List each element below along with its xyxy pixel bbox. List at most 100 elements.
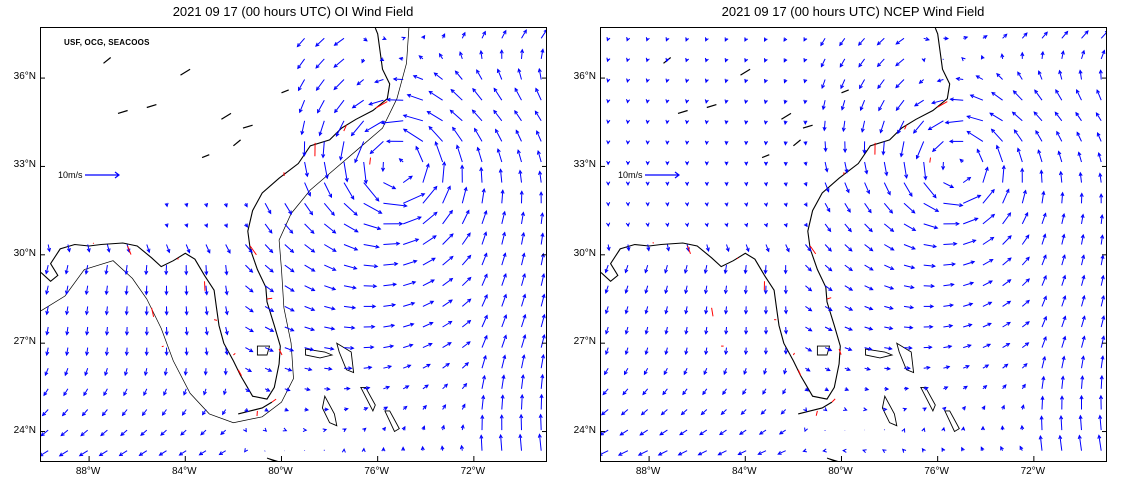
wind-vector: [685, 326, 688, 334]
wind-vector: [205, 285, 208, 295]
wind-vector-head: [804, 427, 808, 433]
wind-vector-head: [1098, 414, 1103, 420]
wind-vector-head: [783, 309, 788, 315]
wind-vector-head: [884, 386, 890, 391]
wind-vector: [1017, 71, 1023, 80]
wind-vector: [914, 99, 924, 107]
wind-vector: [982, 259, 993, 266]
wind-vector: [1100, 50, 1105, 60]
wind-vector: [481, 335, 488, 348]
wind-vector-head: [392, 282, 398, 287]
wind-vector-head: [354, 158, 359, 164]
wind-vector: [1041, 356, 1046, 369]
wind-vector-head: [1098, 394, 1104, 400]
wind-vector: [184, 368, 187, 375]
wind-vector: [383, 263, 398, 266]
island-outline: [336, 342, 355, 374]
wind-vector-head: [828, 307, 833, 312]
wind-vector: [333, 79, 345, 90]
wind-vector-head: [403, 405, 408, 410]
wind-vector-head: [904, 386, 910, 391]
wind-vector-head: [806, 367, 811, 372]
wind-vector-head: [606, 78, 611, 83]
wind-vector: [343, 285, 356, 289]
wind-vector-head: [989, 236, 995, 241]
island-outline: [360, 386, 376, 412]
wind-vector-head: [645, 37, 650, 42]
wind-vector: [1021, 234, 1030, 245]
wind-vector-head: [401, 36, 407, 41]
wind-vector: [403, 128, 424, 142]
wind-vector: [87, 244, 90, 252]
wind-vector: [304, 264, 315, 272]
wind-vector: [185, 244, 190, 253]
wind-vector-head: [344, 407, 349, 412]
wind-vector-head: [540, 373, 545, 379]
wind-vector: [884, 244, 894, 251]
wind-vector: [685, 306, 688, 314]
wind-vector: [1054, 111, 1063, 122]
wind-vector: [864, 285, 873, 291]
station-wind-vector: [92, 242, 95, 244]
wind-vector-head: [987, 322, 992, 327]
wind-vector-head: [683, 269, 688, 274]
wind-vector-head: [703, 269, 708, 275]
wind-vector: [515, 130, 522, 142]
wind-vector: [1078, 152, 1082, 163]
wind-vector-head: [104, 311, 109, 316]
wind-vector-head: [302, 427, 308, 433]
wind-vector: [422, 300, 434, 307]
lat-label: 36°N: [573, 71, 596, 83]
wind-vector: [225, 306, 228, 315]
wind-vector-head: [996, 72, 1001, 78]
wind-vector-head: [394, 261, 399, 267]
wind-vector-head: [625, 160, 631, 166]
wind-vector-head: [45, 310, 50, 316]
wind-vector: [877, 37, 885, 46]
wind-vector: [264, 367, 272, 372]
wind-vector: [450, 109, 463, 122]
wind-vector: [1041, 396, 1044, 410]
wind-vector-head: [744, 140, 749, 146]
wind-vector-head: [944, 36, 950, 41]
wind-vector: [824, 264, 832, 272]
wind-vector-head: [202, 411, 206, 416]
wind-vector: [860, 100, 866, 111]
wind-vector-head: [950, 282, 955, 287]
florida-keys: [798, 401, 833, 415]
wind-vector-head: [465, 209, 470, 215]
wind-vector: [461, 210, 470, 225]
wind-vector: [1041, 336, 1047, 348]
wind-vector-head: [984, 166, 989, 171]
wind-vector: [407, 94, 424, 101]
wind-vector-head: [442, 404, 447, 409]
wind-vector-head: [895, 106, 900, 112]
wind-vector-head: [808, 307, 813, 312]
wind-vector-head: [763, 120, 768, 125]
wind-vector: [1041, 191, 1045, 204]
wind-vector: [264, 305, 274, 312]
wind-vector-head: [409, 343, 414, 348]
wind-vector-head: [164, 351, 169, 356]
wind-vector: [422, 343, 433, 349]
wind-vector: [284, 367, 292, 372]
wind-vector: [805, 326, 812, 332]
wind-vector-head: [329, 346, 335, 351]
wind-vector: [996, 73, 1003, 80]
wind-vector: [461, 277, 472, 287]
map-frame-oi: [40, 27, 547, 462]
wind-vector: [1061, 31, 1068, 39]
wind-vector: [343, 264, 357, 270]
wind-vector-head: [929, 304, 935, 309]
island-outline: [920, 386, 936, 412]
wind-vector: [1041, 51, 1044, 59]
wind-vector-head: [448, 299, 453, 304]
wind-vector: [785, 244, 790, 252]
lat-label: 27°N: [573, 336, 596, 348]
wind-vector: [264, 223, 273, 234]
wind-vector-head: [1076, 89, 1080, 94]
wind-vector-head: [881, 151, 886, 156]
wind-vector-head: [123, 391, 127, 397]
wind-vector: [477, 147, 483, 163]
wind-vector-head: [1006, 300, 1012, 305]
